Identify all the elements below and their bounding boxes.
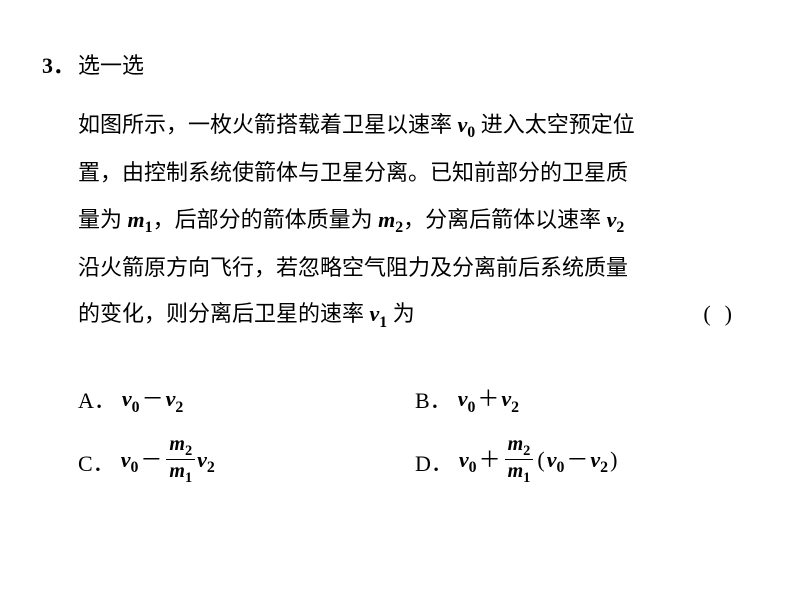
body-line: 沿火箭原方向飞行，若忽略空气阻力及分离前后系统质量: [78, 245, 752, 292]
answer-paren: (): [703, 291, 752, 338]
option-label: B．: [415, 383, 452, 415]
option-B: B． v0＋v2: [415, 381, 752, 416]
option-label: D．: [415, 446, 453, 478]
question-header: 3．选一选: [42, 48, 752, 80]
body-last-line: 的变化，则分离后卫星的速率 v1 为 (): [78, 291, 752, 339]
last-line-text: 的变化，则分离后卫星的速率 v1 为: [78, 291, 415, 339]
option-expr: v0＋m2m1(v0－v2): [459, 435, 620, 490]
question-body: 如图所示，一枚火箭搭载着卫星以速率 v0 进入太空预定位 置，由控制系统使箭体与…: [78, 102, 752, 339]
question-number: 3．: [42, 48, 78, 80]
page-container: 3．选一选 如图所示，一枚火箭搭载着卫星以速率 v0 进入太空预定位 置，由控制…: [0, 0, 794, 489]
option-row: C． v0－m2m1v2 D． v0＋m2m1(v0－v2): [78, 435, 752, 490]
body-line: 如图所示，一枚火箭搭载着卫星以速率 v0 进入太空预定位: [78, 102, 752, 150]
option-A: A． v0－v2: [78, 381, 415, 416]
option-expr: v0－m2m1v2: [121, 435, 215, 490]
option-C: C． v0－m2m1v2: [78, 435, 415, 490]
option-expr: v0－v2: [122, 381, 183, 416]
options-block: A． v0－v2 B． v0＋v2 C． v0－m2m1v2 D． v0＋m2m…: [78, 381, 752, 489]
body-line: 置，由控制系统使箭体与卫星分离。已知前部分的卫星质: [78, 150, 752, 197]
body-line: 量为 m1，后部分的箭体质量为 m2，分离后箭体以速率 v2: [78, 197, 752, 245]
option-label: A．: [78, 383, 116, 415]
option-label: C．: [78, 446, 115, 478]
question-title: 选一选: [78, 53, 144, 78]
option-D: D． v0＋m2m1(v0－v2): [415, 435, 752, 490]
option-row: A． v0－v2 B． v0＋v2: [78, 381, 752, 416]
option-expr: v0＋v2: [458, 381, 519, 416]
